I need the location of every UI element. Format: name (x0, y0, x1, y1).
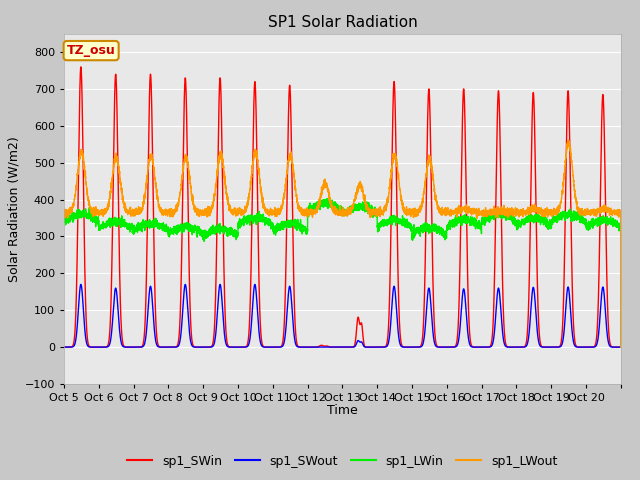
sp1_LWin (60, 218, 68, 224)
sp1_LWin (523, 216, 531, 221)
sp1_LWin (364, 209, 371, 215)
sp1_LWin (316, 196, 324, 202)
sp1_LWout (175, 196, 183, 202)
Text: TZ_osu: TZ_osu (67, 44, 116, 57)
sp1_LWin (537, 216, 545, 221)
sp1_LWout (564, 137, 572, 143)
sp1_SWout (60, 344, 68, 350)
sp1_LWout (537, 208, 545, 214)
sp1_LWin (495, 213, 503, 219)
sp1_SWin (364, 344, 371, 350)
Line: sp1_LWin: sp1_LWin (64, 199, 621, 347)
sp1_LWin (175, 223, 183, 229)
X-axis label: Time: Time (327, 405, 358, 418)
sp1_SWin (617, 344, 625, 350)
sp1_LWout (495, 211, 503, 216)
sp1_LWin (393, 218, 401, 224)
sp1_LWin (617, 344, 625, 350)
sp1_SWin (60, 344, 68, 350)
sp1_SWout (175, 340, 183, 346)
sp1_LWout (523, 208, 531, 214)
sp1_SWin (77, 64, 84, 70)
sp1_SWin (495, 99, 503, 105)
Y-axis label: Solar Radiation (W/m2): Solar Radiation (W/m2) (8, 136, 20, 282)
sp1_SWin (176, 326, 184, 332)
Line: sp1_SWout: sp1_SWout (64, 285, 621, 347)
Legend: sp1_SWin, sp1_SWout, sp1_LWin, sp1_LWout: sp1_SWin, sp1_SWout, sp1_LWin, sp1_LWout (122, 450, 563, 473)
Line: sp1_LWout: sp1_LWout (64, 140, 621, 347)
sp1_SWin (523, 338, 531, 344)
sp1_SWin (537, 342, 545, 348)
sp1_SWout (495, 288, 503, 294)
sp1_SWout (617, 344, 625, 350)
sp1_SWout (537, 344, 545, 349)
sp1_LWout (60, 209, 68, 215)
sp1_LWout (363, 203, 371, 208)
sp1_SWout (393, 314, 401, 320)
sp1_SWout (523, 343, 531, 348)
sp1_SWin (393, 211, 401, 217)
Title: SP1 Solar Radiation: SP1 Solar Radiation (268, 15, 417, 30)
sp1_LWout (617, 344, 625, 350)
sp1_LWout (393, 160, 401, 166)
sp1_SWout (251, 282, 259, 288)
sp1_SWout (364, 344, 371, 350)
Line: sp1_SWin: sp1_SWin (64, 67, 621, 347)
